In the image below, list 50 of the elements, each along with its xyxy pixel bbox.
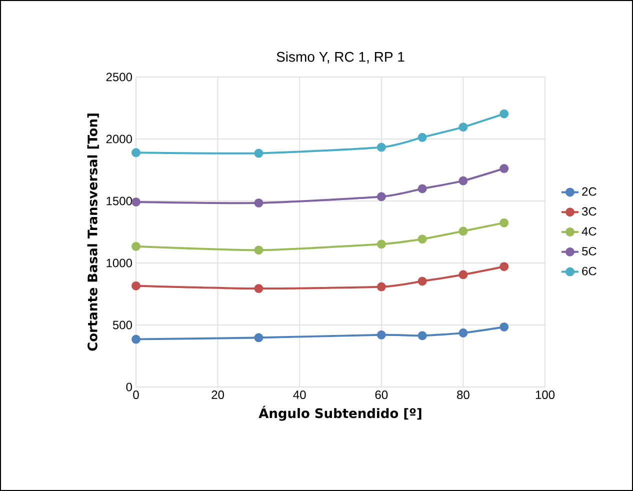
point	[376, 330, 386, 340]
point	[132, 334, 140, 344]
x-tick-label: 80	[457, 390, 470, 400]
point	[500, 164, 509, 174]
y-axis-title: Cortante Basal Transversal [Ton]	[87, 114, 99, 351]
point	[500, 109, 509, 118]
point	[458, 122, 468, 132]
point	[500, 218, 509, 228]
y-tick-label: 1000	[106, 258, 132, 268]
point	[458, 226, 468, 236]
x-tick-label: 100	[536, 390, 555, 400]
legend-label: 5C	[582, 246, 596, 256]
y-tick-label: 2000	[106, 134, 132, 144]
point	[418, 234, 427, 244]
point	[132, 148, 140, 158]
y-tick-label: 0	[126, 382, 132, 392]
x-tick-label: 0	[133, 390, 139, 400]
point	[132, 197, 140, 206]
point	[458, 270, 468, 280]
point	[254, 148, 264, 158]
x-tick-label: 40	[293, 390, 306, 400]
point	[254, 246, 264, 255]
y-tick-label: 2500	[106, 72, 132, 82]
point	[132, 242, 140, 251]
chart-title: Sismo Y, RC 1, RP 1	[276, 52, 404, 64]
legend-label: 4C	[582, 227, 596, 236]
point	[376, 142, 386, 152]
point	[418, 184, 427, 194]
point	[376, 192, 386, 202]
point	[418, 132, 427, 142]
point	[132, 281, 140, 290]
point	[254, 333, 264, 342]
legend-label: 6C	[582, 266, 596, 276]
point	[254, 198, 264, 208]
point	[376, 282, 386, 292]
point	[254, 284, 264, 294]
y-tick-label: 500	[112, 320, 132, 330]
x-tick-label: 60	[375, 390, 388, 400]
point	[418, 276, 427, 286]
x-axis-title: Ángulo Subtendido [º]	[258, 406, 422, 421]
point	[376, 240, 386, 249]
point	[500, 262, 509, 272]
point	[418, 331, 427, 340]
point	[458, 328, 468, 338]
legend-label: 2C	[582, 187, 596, 196]
legend-label: 3C	[582, 207, 596, 216]
x-tick-label: 20	[212, 390, 224, 400]
point	[458, 176, 468, 186]
point	[500, 322, 509, 332]
y-tick-label: 1500	[106, 196, 132, 206]
